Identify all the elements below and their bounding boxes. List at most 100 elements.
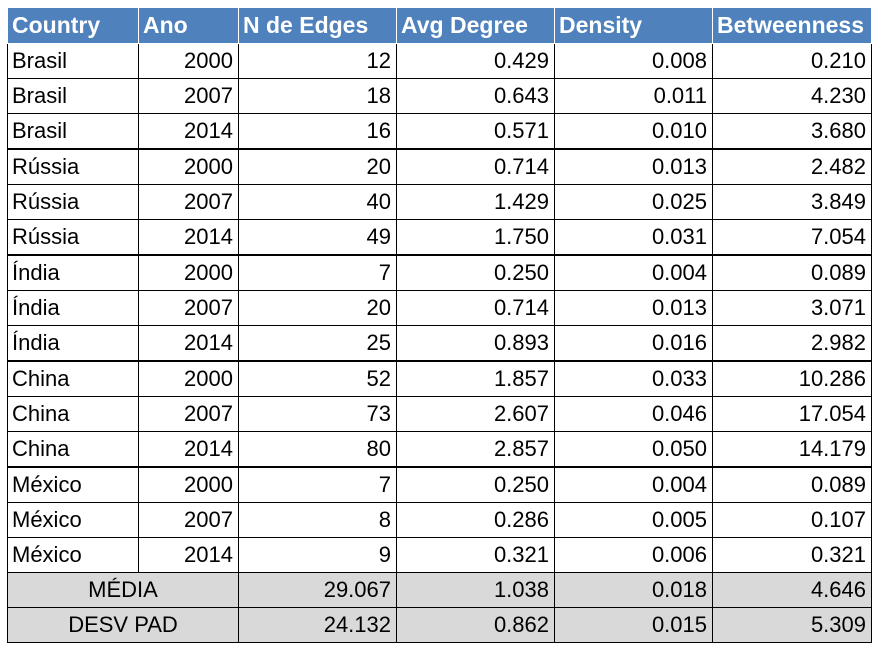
summary-label: MÉDIA <box>7 572 239 608</box>
betweenness-cell: 0.107 <box>712 502 872 538</box>
density-cell: 0.005 <box>554 502 713 538</box>
edges-cell: 20 <box>238 148 397 185</box>
country-cell: Brasil <box>7 43 139 79</box>
year-cell: 2007 <box>138 396 239 432</box>
avg-degree-cell: 0.643 <box>396 78 555 114</box>
avg-degree-cell: 2.857 <box>396 431 555 468</box>
avg-degree-cell: 1.750 <box>396 219 555 256</box>
country-cell: Rússia <box>7 148 139 185</box>
header-country: Country <box>7 7 139 44</box>
table-row: Brasil 2014 16 0.571 0.010 3.680 <box>7 113 872 150</box>
country-cell: Rússia <box>7 184 139 220</box>
avg-degree-cell: 0.250 <box>396 466 555 503</box>
year-cell: 2000 <box>138 43 239 79</box>
betweenness-cell: 4.230 <box>712 78 872 114</box>
table-row: China 2007 73 2.607 0.046 17.054 <box>7 396 872 432</box>
edges-cell: 73 <box>238 396 397 432</box>
year-cell: 2000 <box>138 148 239 185</box>
avg-degree-cell: 0.714 <box>396 148 555 185</box>
country-cell: México <box>7 537 139 573</box>
betweenness-cell: 2.482 <box>712 148 872 185</box>
betweenness-cell: 3.849 <box>712 184 872 220</box>
avg-degree-cell: 0.714 <box>396 290 555 326</box>
summary-value: 4.646 <box>712 572 872 608</box>
density-cell: 0.010 <box>554 113 713 150</box>
density-cell: 0.025 <box>554 184 713 220</box>
table-row: Índia 2007 20 0.714 0.013 3.071 <box>7 290 872 326</box>
density-cell: 0.046 <box>554 396 713 432</box>
density-cell: 0.033 <box>554 360 713 397</box>
header-ano: Ano <box>138 7 239 44</box>
header-avg-degree: Avg Degree <box>396 7 555 44</box>
header-n-edges: N de Edges <box>238 7 397 44</box>
table-row: Índia 2000 7 0.250 0.004 0.089 <box>7 254 872 291</box>
table-row: China 2000 52 1.857 0.033 10.286 <box>7 360 872 397</box>
density-cell: 0.006 <box>554 537 713 573</box>
avg-degree-cell: 2.607 <box>396 396 555 432</box>
country-cell: Rússia <box>7 219 139 256</box>
country-cell: México <box>7 466 139 503</box>
year-cell: 2014 <box>138 537 239 573</box>
table-row: China 2014 80 2.857 0.050 14.179 <box>7 431 872 468</box>
edges-cell: 25 <box>238 325 397 362</box>
table-row: Brasil 2000 12 0.429 0.008 0.210 <box>7 43 872 79</box>
edges-cell: 7 <box>238 466 397 503</box>
density-cell: 0.013 <box>554 148 713 185</box>
edges-cell: 52 <box>238 360 397 397</box>
country-cell: China <box>7 396 139 432</box>
betweenness-cell: 17.054 <box>712 396 872 432</box>
table-row: Rússia 2000 20 0.714 0.013 2.482 <box>7 148 872 185</box>
betweenness-cell: 3.680 <box>712 113 872 150</box>
betweenness-cell: 14.179 <box>712 431 872 468</box>
density-cell: 0.050 <box>554 431 713 468</box>
edges-cell: 40 <box>238 184 397 220</box>
betweenness-cell: 2.982 <box>712 325 872 362</box>
edges-cell: 16 <box>238 113 397 150</box>
year-cell: 2007 <box>138 502 239 538</box>
betweenness-cell: 10.286 <box>712 360 872 397</box>
table-row: México 2014 9 0.321 0.006 0.321 <box>7 537 872 573</box>
betweenness-cell: 7.054 <box>712 219 872 256</box>
edges-cell: 8 <box>238 502 397 538</box>
summary-value: 0.018 <box>554 572 713 608</box>
density-cell: 0.004 <box>554 254 713 291</box>
year-cell: 2014 <box>138 325 239 362</box>
avg-degree-cell: 0.571 <box>396 113 555 150</box>
summary-row: MÉDIA 29.067 1.038 0.018 4.646 <box>7 572 872 608</box>
avg-degree-cell: 0.321 <box>396 537 555 573</box>
summary-value: 0.862 <box>396 607 555 643</box>
betweenness-cell: 0.210 <box>712 43 872 79</box>
density-cell: 0.004 <box>554 466 713 503</box>
header-row: Country Ano N de Edges Avg Degree Densit… <box>7 7 872 44</box>
table-row: México 2007 8 0.286 0.005 0.107 <box>7 502 872 538</box>
avg-degree-cell: 0.250 <box>396 254 555 291</box>
betweenness-cell: 3.071 <box>712 290 872 326</box>
year-cell: 2000 <box>138 254 239 291</box>
table-row: Rússia 2014 49 1.750 0.031 7.054 <box>7 219 872 256</box>
country-cell: Brasil <box>7 78 139 114</box>
summary-row: DESV PAD 24.132 0.862 0.015 5.309 <box>7 607 872 643</box>
summary-value: 1.038 <box>396 572 555 608</box>
year-cell: 2014 <box>138 113 239 150</box>
country-cell: Brasil <box>7 113 139 150</box>
year-cell: 2007 <box>138 290 239 326</box>
country-cell: China <box>7 360 139 397</box>
header-density: Density <box>554 7 713 44</box>
density-cell: 0.008 <box>554 43 713 79</box>
density-cell: 0.031 <box>554 219 713 256</box>
country-cell: Índia <box>7 254 139 291</box>
summary-value: 5.309 <box>712 607 872 643</box>
edges-cell: 20 <box>238 290 397 326</box>
table-row: Brasil 2007 18 0.643 0.011 4.230 <box>7 78 872 114</box>
edges-cell: 49 <box>238 219 397 256</box>
year-cell: 2014 <box>138 431 239 468</box>
country-cell: China <box>7 431 139 468</box>
year-cell: 2014 <box>138 219 239 256</box>
edges-cell: 80 <box>238 431 397 468</box>
year-cell: 2000 <box>138 360 239 397</box>
year-cell: 2000 <box>138 466 239 503</box>
edges-cell: 9 <box>238 537 397 573</box>
network-metrics-table: Country Ano N de Edges Avg Degree Densit… <box>7 7 872 643</box>
density-cell: 0.013 <box>554 290 713 326</box>
summary-value: 29.067 <box>238 572 397 608</box>
